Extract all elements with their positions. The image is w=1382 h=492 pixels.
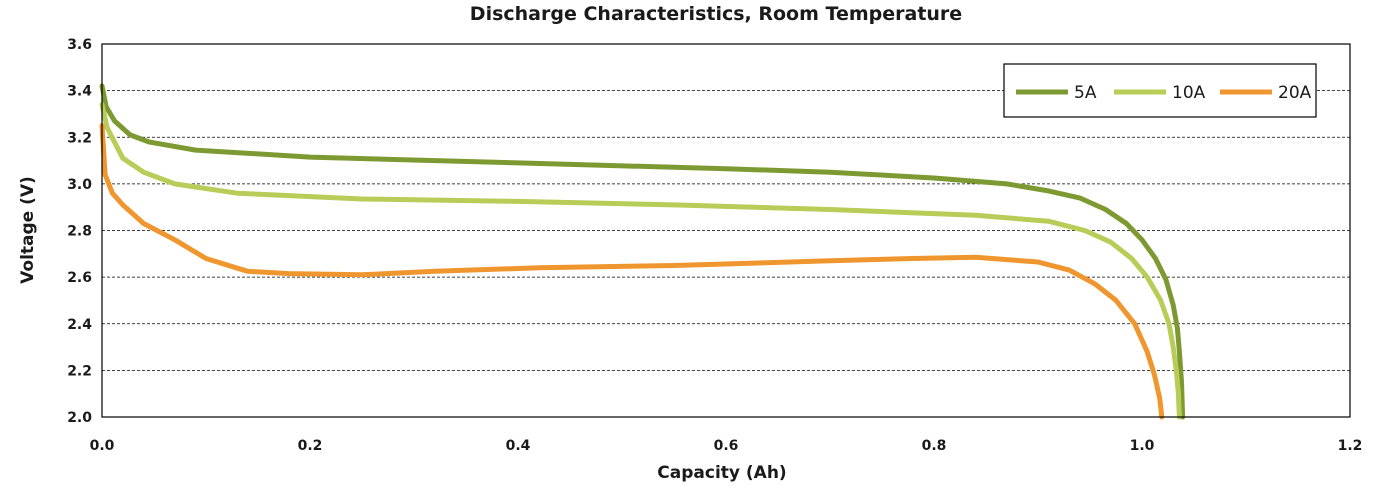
- x-axis-label: Capacity (Ah): [657, 463, 786, 483]
- series-line-5a: [99, 83, 1186, 420]
- legend-label-10a: 10A: [1172, 83, 1206, 103]
- x-tick-label: 0.0: [90, 438, 115, 454]
- series-layer: [99, 83, 1186, 420]
- y-tick-label: 2.2: [67, 363, 92, 379]
- y-tick-label: 3.0: [67, 177, 92, 193]
- x-tick-label: 1.0: [1130, 438, 1155, 454]
- grid-layer: [102, 90, 1350, 371]
- y-tick-label: 3.6: [67, 37, 92, 53]
- x-tick-label: 0.2: [298, 438, 323, 454]
- y-axis-label: Voltage (V): [18, 176, 38, 284]
- x-tick-label: 0.4: [506, 438, 531, 454]
- chart-title: Discharge Characteristics, Room Temperat…: [470, 3, 962, 25]
- y-tick-label: 3.2: [67, 130, 92, 146]
- x-tick-label: 1.2: [1338, 438, 1363, 454]
- series-line-20a: [99, 123, 1165, 420]
- legend-items: 5A 10A 20A: [1016, 83, 1312, 103]
- y-tick-label: 2.4: [67, 317, 92, 333]
- x-tick-label: 0.6: [714, 438, 739, 454]
- x-tick-labels: 0.0 0.2 0.4 0.6 0.8 1.0 1.2: [90, 438, 1363, 454]
- y-tick-label: 2.6: [67, 270, 92, 286]
- plot-frame: [101, 43, 1351, 418]
- series-line-10a: [99, 102, 1182, 420]
- y-tick-labels: 2.0 2.2 2.4 2.6 2.8 3.0 3.2 3.4 3.6: [67, 37, 92, 426]
- y-tick-label: 2.8: [67, 224, 92, 240]
- y-tick-label: 3.4: [67, 84, 92, 100]
- y-tick-label: 2.0: [67, 410, 92, 426]
- legend-label-5a: 5A: [1074, 83, 1097, 103]
- x-tick-label: 0.8: [922, 438, 947, 454]
- legend-label-20a: 20A: [1278, 83, 1312, 103]
- legend: 5A 10A 20A: [1003, 63, 1317, 118]
